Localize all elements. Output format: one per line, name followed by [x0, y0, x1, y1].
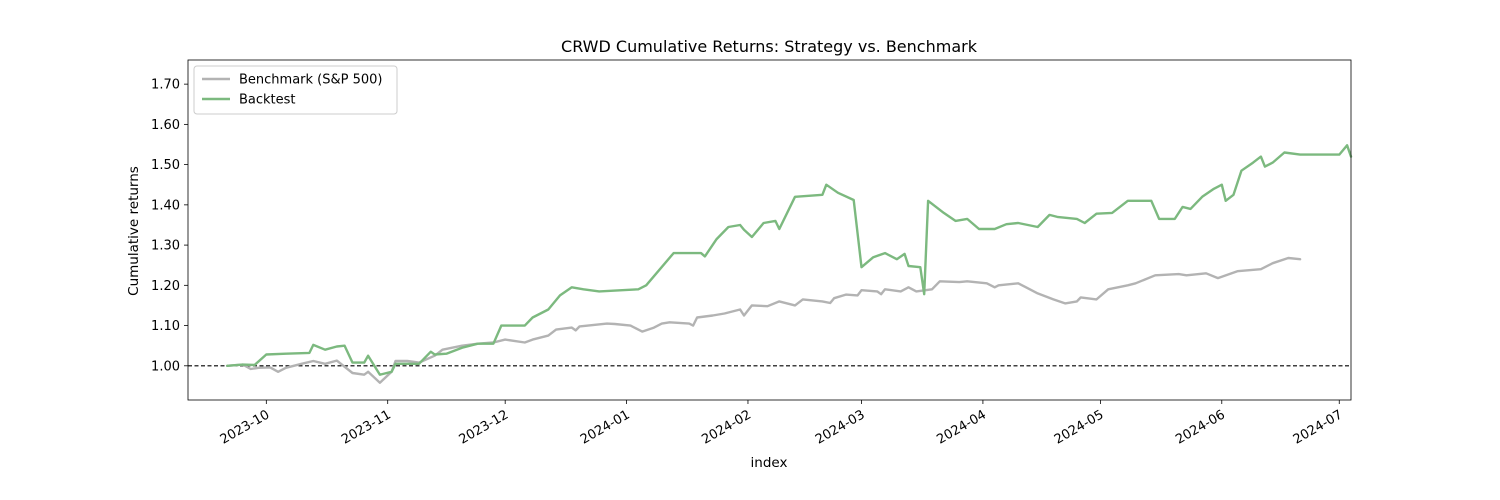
y-axis-label: Cumulative returns [126, 166, 142, 296]
plot-frame [187, 59, 1352, 401]
y-tick-label: 1.30 [151, 239, 180, 254]
y-tick-label: 1.00 [151, 359, 180, 374]
backtest-series-line [225, 144, 1353, 376]
legend-label: Backtest [239, 93, 296, 108]
legend: Benchmark (S&P 500) Backtest [193, 65, 398, 115]
y-tick-label: 1.10 [151, 319, 180, 334]
y-tick-label: 1.20 [151, 279, 180, 294]
y-tick-label: 1.60 [151, 118, 180, 133]
x-axis-label: index [751, 455, 788, 471]
chart-title: CRWD Cumulative Returns: Strategy vs. Be… [561, 37, 978, 56]
y-axis: 1.00 1.10 1.20 1.30 1.40 1.50 1.60 1.70 [151, 78, 188, 374]
y-tick-label: 1.70 [151, 78, 180, 93]
legend-label: Benchmark (S&P 500) [239, 73, 383, 88]
y-tick-label: 1.50 [151, 158, 180, 173]
y-tick-label: 1.40 [151, 198, 180, 213]
legend-box [193, 65, 398, 115]
plot-area [188, 144, 1353, 384]
